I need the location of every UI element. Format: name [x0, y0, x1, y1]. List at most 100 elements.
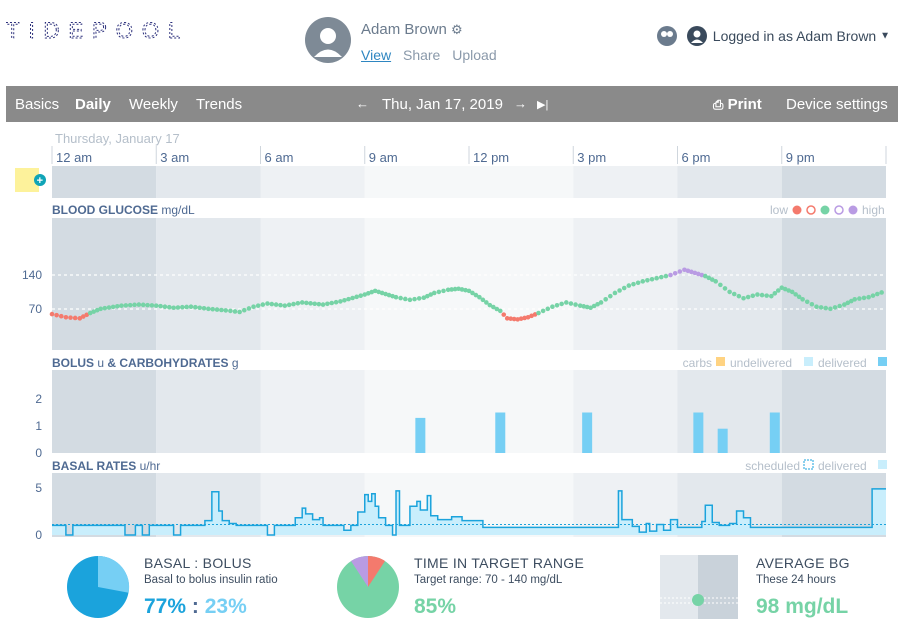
bg-reading-point [837, 303, 842, 309]
bg-reading-point [741, 295, 746, 301]
bolus-bar[interactable] [582, 412, 593, 454]
add-note-icon[interactable]: + [15, 168, 46, 192]
login-menu[interactable]: Logged in as Adam Brown ▼ [657, 26, 890, 46]
bolus-bar[interactable] [693, 412, 704, 454]
most-recent-icon[interactable]: ▶| [537, 99, 549, 111]
bg-reading-point [162, 304, 168, 310]
time-in-range-subtitle: Target range: 70 - 140 mg/dL [414, 574, 563, 586]
bolus-bar[interactable] [769, 412, 780, 454]
bg-reading-point [80, 314, 86, 319]
print-button[interactable]: ⎙ Print [713, 96, 762, 113]
legend-delivered: delivered [818, 356, 867, 370]
basal-delivered-line [52, 488, 886, 536]
bg-reading-point [184, 304, 189, 310]
bg-reading-point [764, 293, 769, 298]
bg-reading-point [529, 313, 534, 319]
bg-reading-point [188, 304, 194, 310]
bg-reading-point [255, 303, 261, 308]
bg-reading-point [416, 296, 422, 301]
bg-reading-point [87, 310, 93, 316]
bg-reading-point [197, 305, 202, 311]
tab-trends[interactable]: Trends [196, 96, 243, 113]
previous-day-arrow-icon[interactable]: ← [356, 96, 369, 111]
svg-text:BASAL RATES u/hr: BASAL RATES u/hr [52, 459, 160, 473]
time-tick-label: 6 am [265, 150, 294, 165]
time-in-range-pie[interactable] [336, 555, 400, 619]
time-band [52, 166, 157, 198]
bg-reading-point [540, 308, 546, 314]
tab-basics[interactable]: Basics [15, 96, 60, 113]
tidepool-logo[interactable]: TIDEPOOL [6, 18, 196, 44]
legend-basal-delivered: delivered [818, 459, 867, 473]
bg-reading-point [870, 293, 876, 298]
bg-reading-point [581, 304, 586, 309]
basal-bolus-title: BASAL : BOLUS [144, 555, 252, 571]
time-band [781, 218, 886, 350]
bg-reading-point [342, 297, 347, 303]
bg-reading-point [536, 310, 541, 316]
legend-delivered-swatch [878, 357, 887, 366]
bg-reading-point [393, 294, 399, 300]
bg-reading-point [494, 306, 500, 312]
bg-reading-point [789, 289, 795, 295]
bg-reading-point [511, 316, 517, 322]
bg-reading-point [484, 300, 489, 305]
time-tick-label: 9 pm [786, 150, 815, 165]
bolus-bar[interactable] [415, 417, 426, 453]
care-team-icon[interactable] [657, 26, 677, 46]
bg-unit: mg/dL [161, 203, 195, 217]
basal-bolus-pie[interactable] [66, 555, 130, 619]
tab-weekly[interactable]: Weekly [129, 96, 178, 113]
tab-daily[interactable]: Daily [75, 96, 111, 113]
bg-reading-point [350, 295, 355, 301]
bg-reading-point [136, 302, 142, 307]
bg-reading-point [251, 304, 256, 310]
bg-reading-point [800, 297, 805, 302]
bg-reading-point [736, 293, 742, 299]
bg-reading-point [421, 295, 427, 301]
bolus-panel-title: BOLUS [52, 356, 94, 370]
bg-reading-point [470, 290, 475, 296]
bg-reading-point [329, 300, 335, 306]
bg-reading-point [115, 303, 120, 309]
bg-reading-point [265, 301, 270, 306]
caret-down-icon[interactable]: ▼ [880, 30, 891, 42]
bg-reading-point [577, 303, 583, 308]
bg-reading-point [875, 291, 880, 297]
bg-reading-point [398, 295, 403, 301]
time-band [573, 166, 678, 198]
bg-reading-point [775, 288, 781, 293]
bg-reading-point [466, 288, 472, 294]
bg-reading-point [376, 289, 381, 295]
nav-bar: Basics Daily Weekly Trends ← Thu, Jan 17… [6, 86, 898, 122]
bg-reading-point [750, 293, 756, 299]
upload-link[interactable]: Upload [452, 47, 497, 63]
bg-reading-point [727, 289, 732, 295]
legend-high: high [862, 203, 885, 217]
bg-reading-point [273, 302, 279, 307]
carbs-panel-title: & CARBOHYDRATES [107, 356, 228, 370]
bg-reading-point [449, 287, 454, 292]
bg-reading-point [102, 305, 108, 311]
bg-panel-title: BLOOD GLUCOSE [52, 203, 158, 217]
time-band [573, 218, 678, 350]
stats-widgets: BASAL : BOLUS Basal to bolus insulin rat… [0, 545, 899, 627]
share-link[interactable]: Share [402, 47, 441, 63]
daily-chart: Thursday, January 17 12 am 3 am 6 am 9 am 12… [15, 131, 887, 542]
device-settings-button[interactable]: Device settings [786, 96, 888, 113]
view-link[interactable]: View [361, 47, 392, 63]
time-band [469, 370, 574, 453]
average-bg-graphic[interactable] [660, 555, 738, 619]
bg-reading-point [338, 299, 343, 304]
bg-reading-point [286, 302, 292, 308]
bg-reading-point [110, 304, 116, 310]
bg-reading-point [206, 306, 211, 312]
bg-reading-point [49, 311, 55, 317]
bolus-bar[interactable] [495, 412, 506, 454]
bolus-bar[interactable] [717, 428, 728, 453]
bg-reading-point [295, 300, 301, 306]
settings-gear-icon[interactable]: ⚙ [451, 22, 463, 37]
bg-reading-point [58, 313, 64, 319]
next-day-arrow-icon[interactable]: → [514, 96, 527, 111]
bg-reading-point [158, 303, 163, 309]
